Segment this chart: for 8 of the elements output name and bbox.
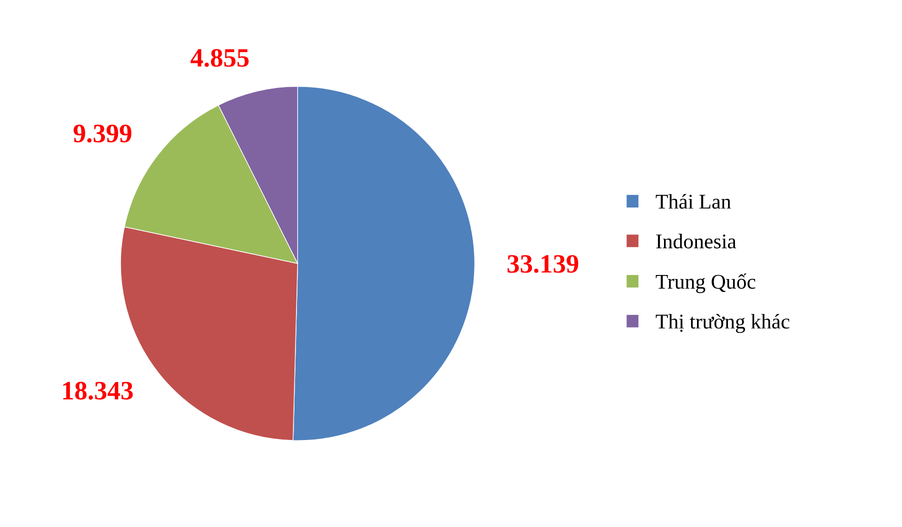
legend-label: Thị trường khác: [656, 314, 790, 333]
legend-label: Thái Lan: [656, 194, 731, 209]
data-label: 9.399: [74, 124, 132, 143]
legend-label: Indonesia: [656, 234, 736, 248]
legend-label: Trung Quốc: [656, 274, 756, 294]
data-label: 4.855: [190, 48, 249, 67]
data-label: 33.139: [508, 255, 578, 273]
data-label: 18.343: [63, 382, 133, 400]
